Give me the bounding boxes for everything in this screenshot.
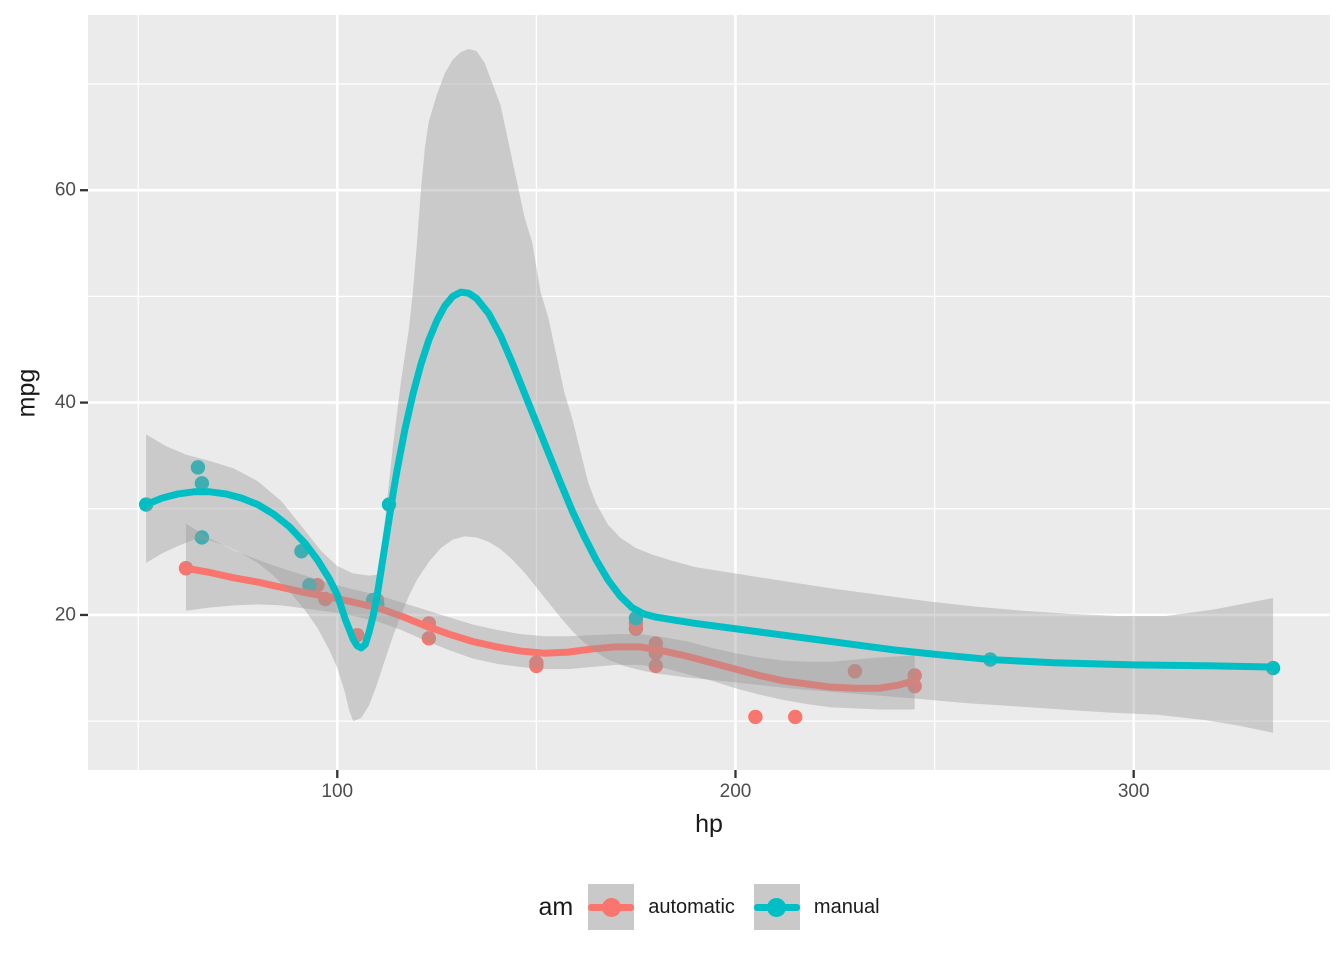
y-tick-label: 60 xyxy=(55,180,76,201)
point-automatic xyxy=(788,709,803,725)
point-automatic xyxy=(748,709,763,725)
point-manual xyxy=(302,578,317,593)
y-tick-label: 40 xyxy=(55,392,76,413)
point-automatic xyxy=(648,658,664,674)
smooth-line-manual xyxy=(142,288,1277,671)
legend: am automatic manual xyxy=(88,882,1330,932)
ribbon-manual xyxy=(146,48,1274,733)
panel-background xyxy=(88,15,1330,770)
x-tick-label: 300 xyxy=(1118,781,1150,802)
legend-label-automatic: automatic xyxy=(648,895,735,918)
point-manual xyxy=(194,530,210,545)
point-manual xyxy=(194,476,210,491)
ribbon-automatic xyxy=(185,523,915,710)
point-automatic xyxy=(421,631,437,646)
point-automatic xyxy=(529,658,544,674)
legend-key-dot-manual xyxy=(767,897,787,917)
legend-key-dot-automatic xyxy=(601,897,621,917)
x-axis-title: hp xyxy=(695,810,723,838)
legend-label-manual: manual xyxy=(813,895,880,918)
x-tick-label: 200 xyxy=(720,781,752,802)
y-tick-label: 20 xyxy=(55,604,76,625)
legend-title: am xyxy=(538,892,574,921)
point-automatic xyxy=(847,664,863,679)
smooth-line-automatic xyxy=(182,564,919,692)
x-tick-label: 100 xyxy=(321,781,353,802)
legend-key-manual xyxy=(753,884,800,930)
y-axis-title: mpg xyxy=(12,368,41,418)
point-manual xyxy=(190,460,206,475)
legend-key-automatic xyxy=(588,884,635,930)
